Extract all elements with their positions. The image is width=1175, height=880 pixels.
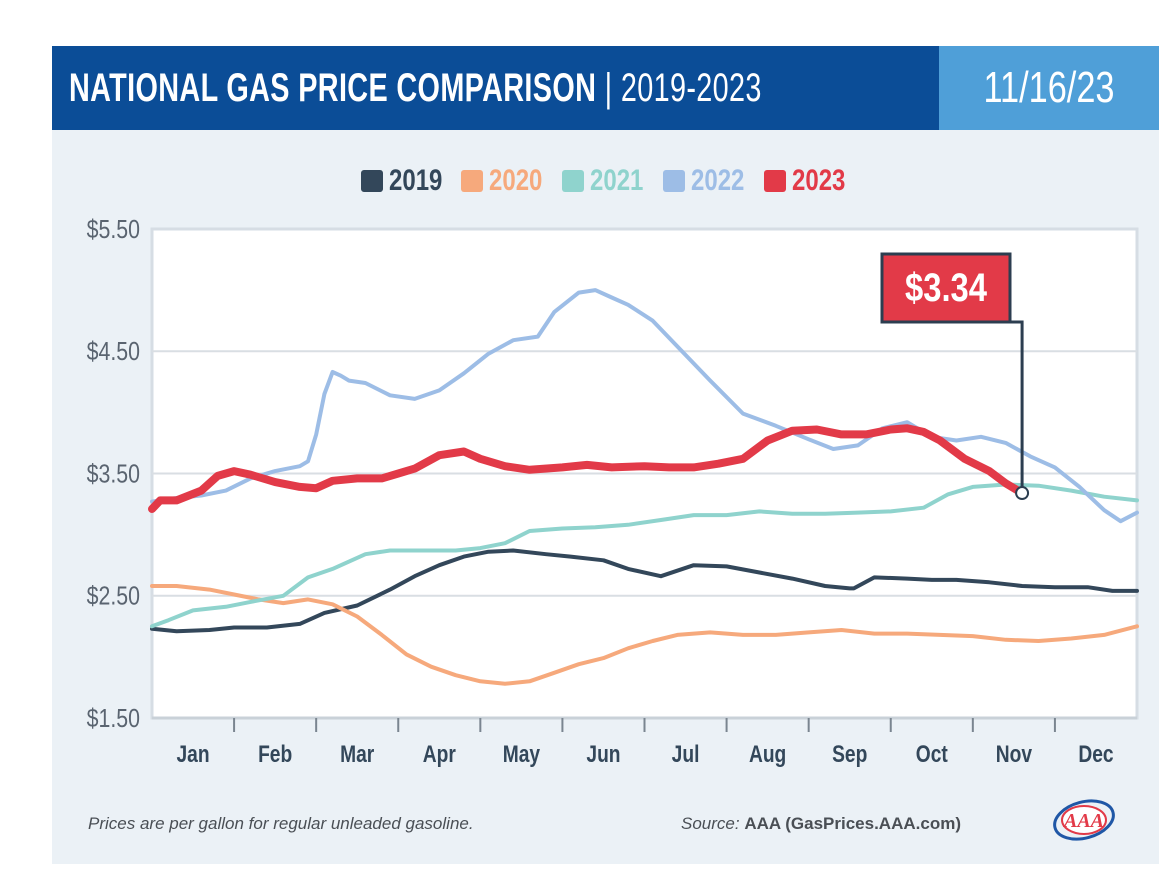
callout-point (1015, 486, 1030, 501)
y-tick-label: $2.50 (87, 582, 140, 612)
x-tick-label-apr: Apr (423, 740, 457, 768)
line-chart: $1.50 $2.50 $3.50 $4.50 $5.50 Jan Feb Mar Apr May… (87, 215, 1139, 768)
legend-item-2019: 2019 (360, 164, 448, 198)
aaa-logo-icon: AAA (1053, 799, 1115, 841)
title-separator: | (604, 66, 613, 110)
date-text: 11/16/23 (983, 63, 1115, 112)
legend-item-2021: 2021 (562, 164, 649, 198)
y-tick-label: $3.50 (87, 460, 140, 490)
legend-label-2021: 2021 (590, 164, 644, 197)
x-tick-label-aug: Aug (749, 740, 786, 768)
x-tick-label-feb: Feb (258, 740, 292, 768)
legend-item-2020: 2020 (461, 164, 548, 198)
series-line-2023 (148, 424, 1027, 513)
series-line-2022 (150, 288, 1139, 524)
x-tick-label-jun: Jun (586, 740, 620, 768)
y-tick-label: $5.50 (87, 215, 140, 245)
legend-item-2023: 2023 (763, 164, 851, 198)
series-line-2019 (150, 548, 1139, 634)
legend-label-2022: 2022 (690, 164, 745, 197)
title-main: NATIONAL GAS PRICE COMPARISON (69, 66, 597, 110)
legend-swatch-2019 (360, 170, 383, 192)
y-tick-label: $4.50 (87, 337, 140, 367)
x-tick-label-jul: Jul (672, 740, 700, 768)
series-line-2021 (150, 482, 1139, 629)
infographic-card: NATIONAL GAS PRICE COMPARISON | 2019-202… (52, 46, 1159, 864)
page-title: NATIONAL GAS PRICE COMPARISON | 2019-202… (69, 46, 762, 130)
legend-label-2023: 2023 (791, 164, 846, 197)
date-badge: 11/16/23 (939, 46, 1159, 130)
header-bar: NATIONAL GAS PRICE COMPARISON | 2019-202… (52, 46, 1159, 130)
callout-value: $3.34 (905, 265, 988, 310)
x-tick-label-mar: Mar (340, 740, 375, 768)
source-note: Source: AAA (GasPrices.AAA.com) (681, 814, 961, 834)
x-tick-label-oct: Oct (916, 740, 948, 768)
series-line-2020 (150, 584, 1139, 686)
legend-swatch-2021 (562, 170, 585, 192)
x-tick-label-dec: Dec (1078, 740, 1113, 768)
callout-box (880, 252, 1012, 324)
source-value: AAA (GasPrices.AAA.com) (744, 814, 961, 833)
x-tick-label-nov: Nov (996, 740, 1032, 768)
chart-legend: 2019 2020 2021 2022 2023 (52, 164, 1159, 198)
legend-label-2019: 2019 (388, 164, 443, 197)
footnote: Prices are per gallon for regular unlead… (88, 814, 474, 833)
title-years: 2019-2023 (620, 66, 762, 110)
legend-item-2022: 2022 (662, 164, 750, 198)
x-tick-label-sep: Sep (832, 740, 867, 768)
y-tick-label: $1.50 (87, 704, 140, 734)
logo-text: AAA (1062, 810, 1104, 832)
legend-swatch-2020 (461, 170, 484, 192)
x-tick-label-jan: Jan (177, 740, 210, 768)
x-tick-label-may: May (503, 740, 540, 768)
source-label: Source: (681, 814, 740, 833)
legend-swatch-2023 (763, 170, 786, 192)
legend-label-2020: 2020 (489, 164, 543, 197)
legend-swatch-2022 (662, 170, 685, 192)
